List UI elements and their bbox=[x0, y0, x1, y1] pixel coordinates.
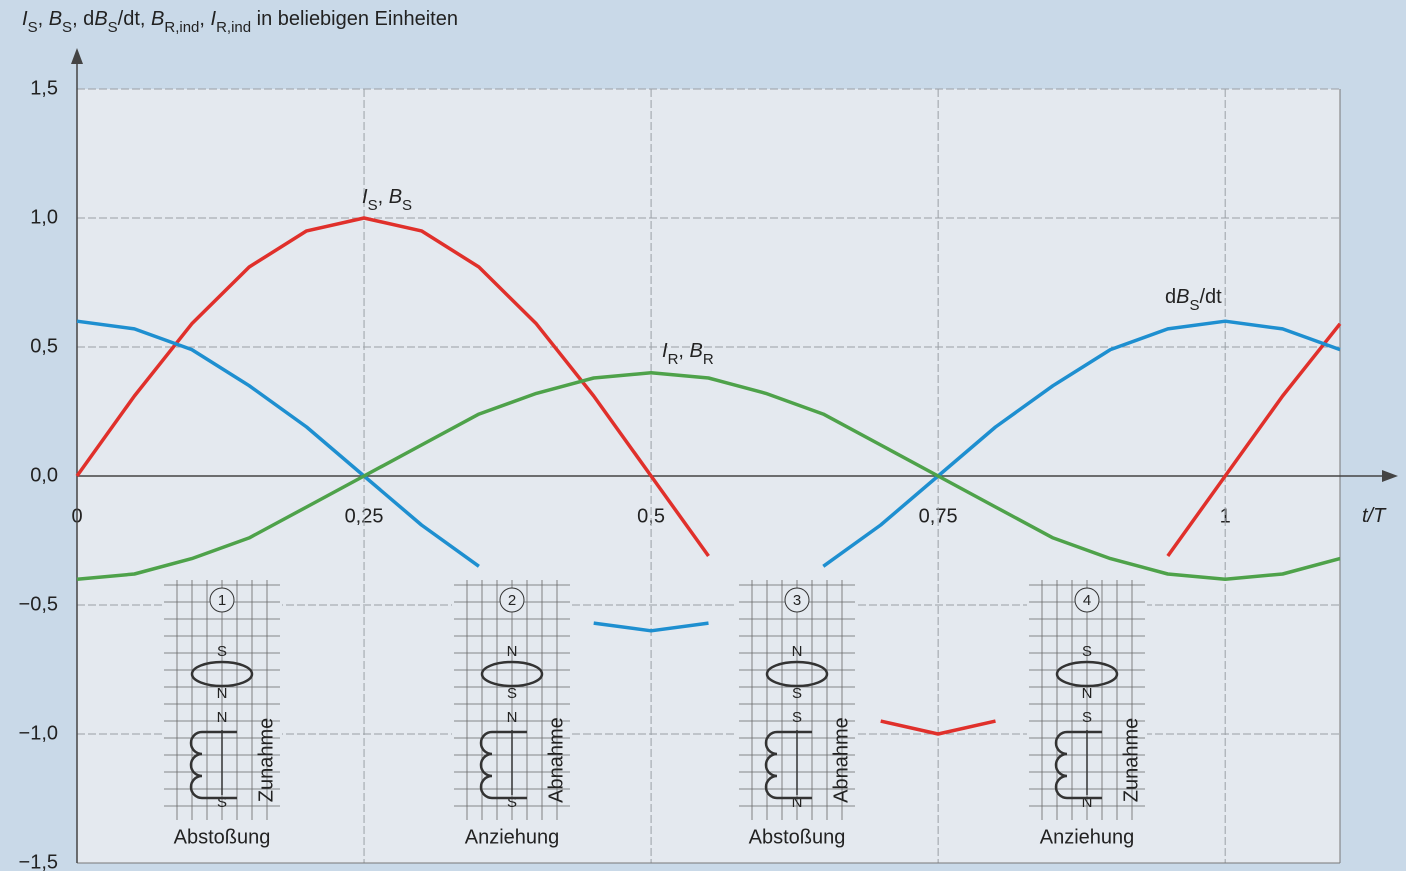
text-part: B bbox=[389, 186, 402, 208]
ring-top: N bbox=[507, 643, 518, 660]
x-axis-arrow bbox=[1382, 470, 1398, 482]
text-part: , bbox=[38, 8, 49, 30]
text-part: /dt, bbox=[118, 8, 151, 30]
y-tick-label: 0,5 bbox=[30, 335, 58, 357]
y-tick-label: −1,0 bbox=[19, 722, 58, 744]
text-part: B bbox=[94, 8, 107, 30]
coil-top: S bbox=[792, 709, 802, 726]
text-part: R bbox=[668, 351, 679, 368]
inset-number: 2 bbox=[508, 592, 516, 609]
ring-bottom: N bbox=[1082, 685, 1093, 702]
text-part: S bbox=[28, 19, 38, 36]
text-part: R bbox=[703, 351, 714, 368]
y-tick-label: −1,5 bbox=[19, 851, 58, 871]
rich-text: t/T bbox=[1362, 505, 1387, 527]
y-tick-label: 1,5 bbox=[30, 77, 58, 99]
coil-top: S bbox=[1082, 709, 1092, 726]
coil-top: N bbox=[217, 709, 228, 726]
effect-label: Abstoßung bbox=[749, 826, 846, 848]
y-tick-label: 0,0 bbox=[30, 464, 58, 486]
text-part: /dt bbox=[1199, 286, 1222, 308]
text-part: S bbox=[62, 19, 72, 36]
coil-bottom: N bbox=[1082, 794, 1093, 811]
chart: 1,51,00,50,0−0,5−1,0−1,500,250,50,751IS​… bbox=[0, 0, 1406, 871]
ring-bottom: S bbox=[792, 685, 802, 702]
coil-top: N bbox=[507, 709, 518, 726]
text-part: B bbox=[690, 340, 703, 362]
text-part: B bbox=[1176, 286, 1189, 308]
text-part: B bbox=[49, 8, 62, 30]
text-part: , bbox=[378, 186, 389, 208]
inset-number: 4 bbox=[1083, 592, 1091, 609]
inset-number: 1 bbox=[218, 592, 226, 609]
coil-bottom: S bbox=[507, 794, 517, 811]
ring-bottom: S bbox=[507, 685, 517, 702]
coil-bottom: S bbox=[217, 794, 227, 811]
text-part: , bbox=[678, 340, 689, 362]
ring-top: S bbox=[1082, 643, 1092, 660]
ring-bottom: N bbox=[217, 685, 228, 702]
text-part: S bbox=[402, 197, 412, 214]
y-axis-arrow bbox=[71, 48, 83, 64]
change-label: Zunahme bbox=[255, 718, 277, 803]
text-part: B bbox=[151, 8, 164, 30]
y-tick-label: 1,0 bbox=[30, 206, 58, 228]
text-part: d bbox=[1165, 286, 1176, 308]
text-part: R,ind bbox=[164, 19, 199, 36]
change-label: Abnahme bbox=[830, 717, 852, 803]
effect-label: Abstoßung bbox=[174, 826, 271, 848]
text-part: R,ind bbox=[216, 19, 251, 36]
text-part: S bbox=[368, 197, 378, 214]
inset-number: 3 bbox=[793, 592, 801, 609]
coil-bottom: N bbox=[792, 794, 803, 811]
change-label: Abnahme bbox=[545, 717, 567, 803]
text-part: S bbox=[1189, 297, 1199, 314]
text-part: in beliebigen Einheiten bbox=[251, 8, 458, 30]
change-label: Zunahme bbox=[1120, 718, 1142, 803]
text-part: S bbox=[108, 19, 118, 36]
rich-text: IS​, BS​, dBS​/dt, BR,ind​, IR,ind​ in b… bbox=[22, 8, 458, 36]
text-part: , bbox=[199, 8, 210, 30]
effect-label: Anziehung bbox=[465, 826, 560, 848]
text-part: , d bbox=[72, 8, 94, 30]
ring-top: S bbox=[217, 643, 227, 660]
ring-top: N bbox=[792, 643, 803, 660]
effect-label: Anziehung bbox=[1040, 826, 1135, 848]
text-part: t/T bbox=[1362, 505, 1387, 527]
y-tick-label: −0,5 bbox=[19, 593, 58, 615]
